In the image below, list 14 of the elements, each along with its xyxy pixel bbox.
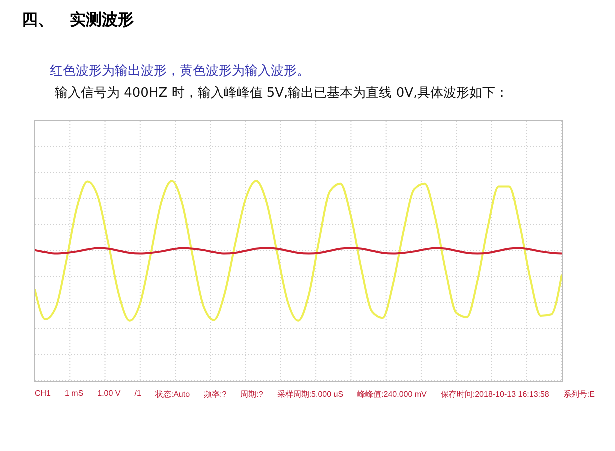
text: CH1 bbox=[35, 389, 52, 400]
text: 峰峰值:240.000 mV bbox=[358, 389, 427, 400]
text: 频率:? bbox=[204, 389, 227, 400]
text: 1 mS bbox=[64, 389, 84, 400]
text: 系列号:E bbox=[563, 389, 595, 400]
chart-subtitle: 红色波形为输出波形，黄色波形为输入波形。 bbox=[50, 63, 310, 80]
text: 输入信号为 400HZ 时，输入峰峰值 5V,输出已基本为直线 0V,具体波形如下： bbox=[55, 85, 509, 102]
text: 状态:Auto bbox=[155, 389, 190, 400]
text: 1.00 V bbox=[98, 389, 121, 400]
text: /1 bbox=[134, 389, 142, 400]
text: 保存时间:2018-10-13 16:13:58 bbox=[440, 389, 550, 400]
text: 周期:? bbox=[240, 389, 264, 400]
text: 采样周期:5.000 uS bbox=[277, 389, 344, 400]
chart-title: 四、 实测波形 bbox=[22, 10, 134, 31]
